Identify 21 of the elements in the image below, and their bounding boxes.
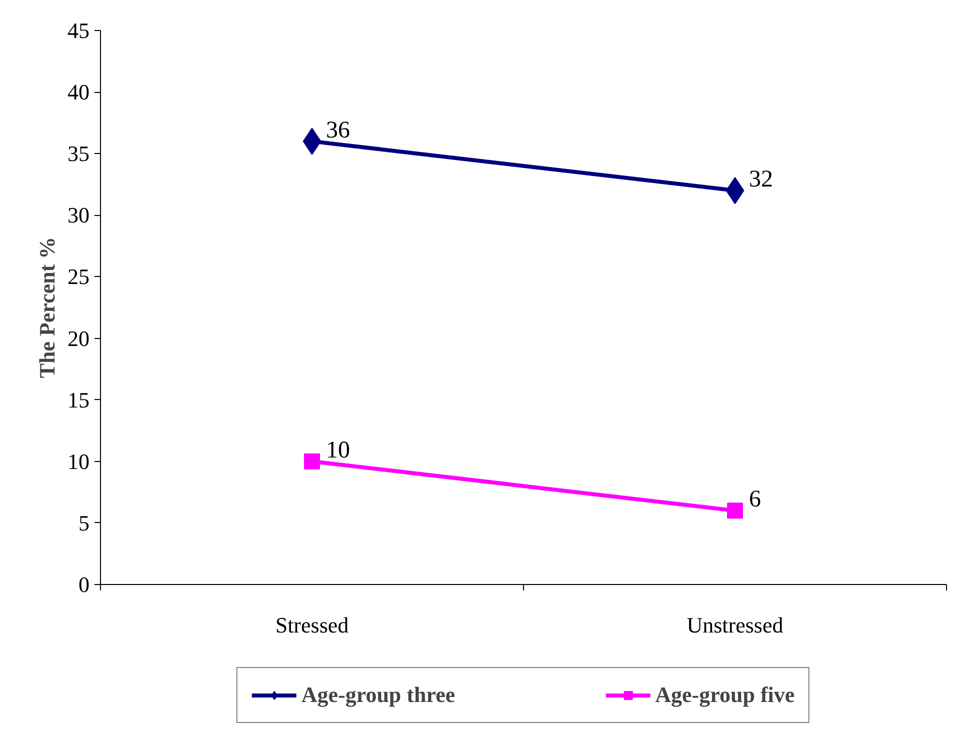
x-tick-label: Unstressed <box>686 612 784 638</box>
data-label: 36 <box>326 117 350 144</box>
y-tick-label: 45 <box>68 18 90 43</box>
y-tick-label: 20 <box>68 326 90 351</box>
y-tick-label: 0 <box>78 572 90 597</box>
y-tick-label: 40 <box>68 80 90 105</box>
data-label: 32 <box>749 166 773 193</box>
y-tick-label: 35 <box>68 141 90 166</box>
y-tick-label: 5 <box>78 510 90 536</box>
y-tick-label: 25 <box>68 264 90 290</box>
y-axis-title: The Percent % <box>34 236 60 378</box>
point <box>727 502 743 519</box>
data-label: 10 <box>326 437 350 464</box>
point <box>304 453 320 470</box>
legend-label: Age-group three <box>301 682 456 708</box>
y-tick-label: 15 <box>68 387 90 412</box>
legend-label: Age-group five <box>655 682 795 708</box>
x-tick-label: Stressed <box>275 612 349 638</box>
y-tick-label: 10 <box>68 448 90 474</box>
y-tick-label: 30 <box>68 202 90 228</box>
data-label: 6 <box>749 486 761 513</box>
